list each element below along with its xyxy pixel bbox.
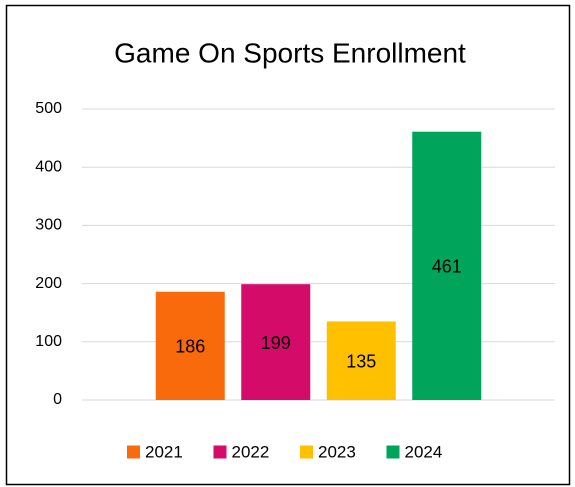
legend-label: 2024 <box>405 442 443 461</box>
legend-swatch <box>300 445 313 459</box>
data-label: 461 <box>432 257 462 277</box>
y-tick-label: 300 <box>35 217 62 234</box>
legend-swatch <box>213 445 227 459</box>
data-label: 135 <box>346 351 376 371</box>
y-tick-label: 500 <box>35 100 62 117</box>
legend-label: 2022 <box>232 442 270 461</box>
legend-label: 2021 <box>145 442 183 461</box>
bar <box>412 131 482 400</box>
data-label: 199 <box>261 333 291 353</box>
data-label: 186 <box>175 337 205 357</box>
bar <box>241 284 311 400</box>
y-tick-label: 0 <box>53 391 62 408</box>
bar <box>155 291 225 400</box>
y-tick-label: 400 <box>35 158 62 175</box>
bar <box>326 321 396 400</box>
legend-swatch <box>127 445 140 459</box>
legend-swatch <box>386 445 400 459</box>
chart-border <box>5 4 571 486</box>
y-tick-label: 100 <box>35 333 62 350</box>
legend-label: 2023 <box>318 442 356 461</box>
y-tick-label: 200 <box>35 275 62 292</box>
chart-title: Game On Sports Enrollment <box>114 37 466 68</box>
